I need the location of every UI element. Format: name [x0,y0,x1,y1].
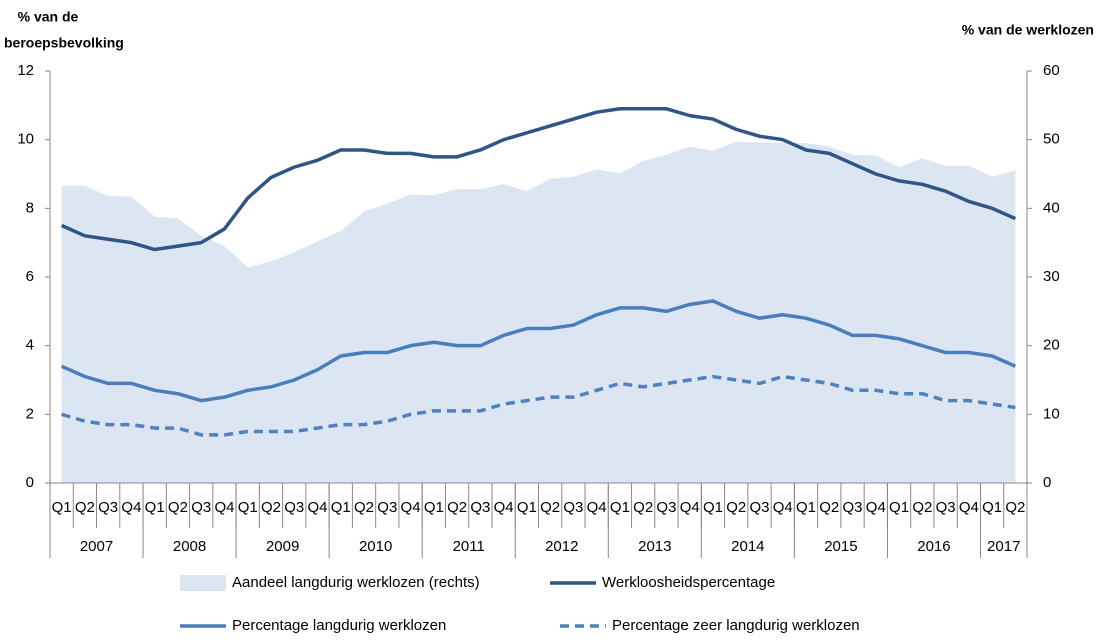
x-tick-label: Q1 [703,499,723,516]
x-tick-label: Q1 [796,499,816,516]
y2-axis-label: % van de werklozen [962,22,1094,38]
year-label: 2016 [917,538,950,555]
x-tick-label: Q4 [308,499,328,516]
x-tick-label: Q1 [424,499,444,516]
x-tick-label: Q2 [633,499,653,516]
area [61,141,1016,483]
x-tick-label: Q3 [284,499,304,516]
x-tick-label: Q2 [540,499,560,516]
y-tick-label: 6 [26,268,34,285]
x-tick-label: Q1 [610,499,630,516]
x-tick-label: Q1 [517,499,537,516]
y-axis-label: beroepsbevolking [4,35,124,51]
x-tick-label: Q4 [959,499,979,516]
x-tick-label: Q2 [261,499,281,516]
x-tick-label: Q1 [982,499,1002,516]
x-tick-label: Q1 [145,499,165,516]
y-tick-label: 10 [17,131,34,148]
x-tick-label: Q4 [587,499,607,516]
line [60,107,1017,252]
x-tick-label: Q4 [773,499,793,516]
year-label: 2014 [731,538,764,555]
year-label: 2010 [359,538,392,555]
x-tick-label: Q3 [843,499,863,516]
x-tick-label: Q2 [447,499,467,516]
y-tick-label: 8 [26,199,34,216]
year-label: 2015 [824,538,857,555]
x-tick-label: Q1 [889,499,909,516]
x-tick-label: Q4 [401,499,421,516]
x-tick-label: Q3 [470,499,490,516]
x-tick-label: Q4 [121,499,141,516]
y2-tick-label: 20 [1043,337,1060,354]
x-tick-label: Q3 [98,499,118,516]
x-tick-label: Q4 [680,499,700,516]
y2-tick-label: 10 [1043,405,1060,422]
year-label: 2009 [266,538,299,555]
y-tick-label: 0 [26,474,34,491]
y2-tick-label: 40 [1043,199,1060,216]
y2-tick-label: 0 [1043,474,1051,491]
year-label: 2012 [545,538,578,555]
x-tick-label: Q2 [354,499,374,516]
year-label: 2011 [453,538,485,555]
legend-label: Percentage langdurig werklozen [232,617,446,634]
legend-swatch [180,575,226,591]
x-tick-label: Q3 [191,499,211,516]
y2-tick-label: 50 [1043,131,1060,148]
x-tick-label: Q2 [168,499,188,516]
year-label: 2008 [173,538,206,555]
x-tick-label: Q2 [726,499,746,516]
line [61,374,1016,437]
x-tick-label: Q3 [656,499,676,516]
x-tick-label: Q3 [563,499,583,516]
x-tick-label: Q1 [331,499,351,516]
year-label: 2017 [987,538,1020,555]
x-tick-label: Q1 [52,499,72,516]
line [60,299,1017,403]
x-tick-label: Q4 [866,499,886,516]
x-tick-label: Q2 [912,499,932,516]
x-tick-label: Q3 [936,499,956,516]
x-tick-label: Q1 [238,499,258,516]
x-tick-label: Q2 [819,499,839,516]
x-tick-label: Q2 [1005,499,1025,516]
y-tick-label: 2 [26,405,34,422]
y-tick-label: 12 [17,62,34,79]
y-tick-label: 4 [26,337,34,354]
x-tick-label: Q2 [75,499,95,516]
x-tick-label: Q4 [494,499,514,516]
legend-label: Percentage zeer langdurig werklozen [612,617,860,634]
y2-tick-label: 30 [1043,268,1060,285]
legend-label: Aandeel langdurig werklozen (rechts) [232,574,480,591]
x-tick-label: Q3 [749,499,769,516]
y2-tick-label: 60 [1043,62,1060,79]
year-label: 2007 [80,538,113,555]
x-tick-label: Q4 [214,499,234,516]
x-tick-label: Q3 [377,499,397,516]
legend-label: Werkloosheidspercentage [602,574,775,591]
y-axis-label: % van de [18,9,79,25]
year-label: 2013 [638,538,671,555]
